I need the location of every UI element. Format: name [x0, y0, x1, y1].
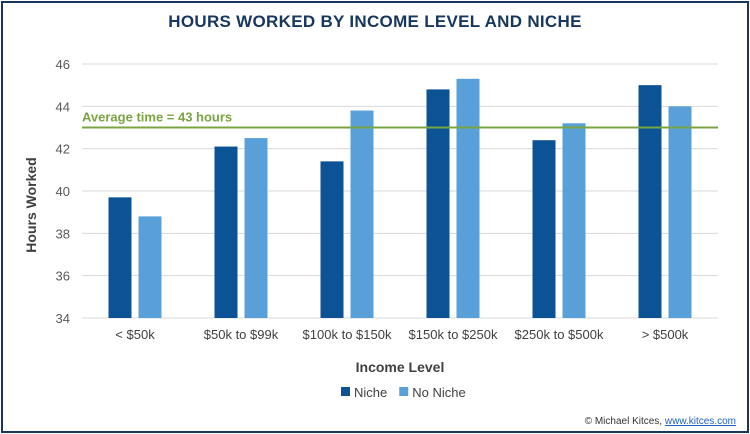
x-tick-label: $150k to $250k: [409, 327, 498, 342]
average-line-label: Average time = 43 hours: [82, 110, 232, 125]
chart-title: HOURS WORKED BY INCOME LEVEL AND NICHE: [168, 12, 582, 31]
x-tick-label: $250k to $500k: [515, 327, 604, 342]
bar-no-niche: [350, 110, 374, 318]
bar-niche: [108, 197, 132, 318]
y-axis-title: Hours Worked: [23, 157, 39, 252]
copyright-text: © Michael Kitces,: [584, 416, 663, 427]
y-tick-label: 46: [56, 57, 70, 72]
bar-niche: [214, 146, 238, 318]
x-tick-label: $100k to $150k: [303, 327, 392, 342]
y-tick-label: 40: [56, 184, 70, 199]
footer-credit: © Michael Kitces, www.kitces.com: [585, 416, 736, 427]
kitces-link[interactable]: www.kitces.com: [664, 416, 736, 427]
y-tick-label: 44: [56, 99, 70, 114]
y-tick-label: 36: [56, 269, 70, 284]
legend-label: Niche: [354, 385, 387, 400]
legend-swatch: [341, 387, 350, 396]
bar-niche: [638, 85, 662, 319]
x-axis-title: Income Level: [356, 359, 445, 375]
legend-swatch: [399, 387, 409, 396]
bar-niche: [320, 161, 344, 318]
y-tick-label: 38: [56, 226, 70, 241]
bar-no-niche: [138, 216, 162, 318]
legend-label: No Niche: [412, 385, 465, 400]
y-tick-label: 34: [56, 311, 70, 326]
x-tick-label: $50k to $99k: [204, 327, 279, 342]
bar-no-niche: [244, 138, 268, 318]
bar-niche: [532, 140, 556, 318]
bar-niche: [426, 89, 450, 319]
bar-no-niche: [668, 106, 692, 318]
x-tick-label: > $500k: [642, 327, 689, 342]
y-tick-label: 42: [56, 142, 70, 157]
bar-no-niche: [562, 123, 586, 319]
x-tick-label: < $50k: [115, 327, 155, 342]
bar-no-niche: [456, 78, 480, 318]
